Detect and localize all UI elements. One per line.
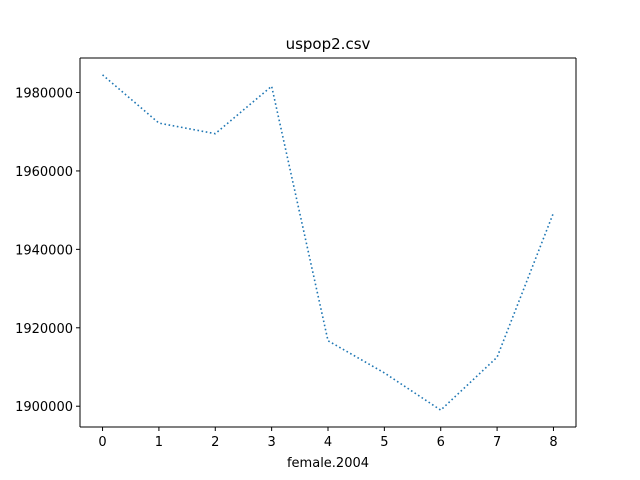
y-tick-label: 1920000: [15, 322, 73, 337]
y-tick-label: 1940000: [15, 243, 73, 258]
x-tick-label: 5: [380, 435, 388, 450]
x-axis-label: female.2004: [287, 456, 369, 471]
x-tick-label: 1: [155, 435, 163, 450]
y-tick-label: 1980000: [15, 87, 73, 102]
x-tick-label: 7: [493, 435, 501, 450]
x-tick-label: 6: [437, 435, 445, 450]
x-tick-label: 3: [267, 435, 275, 450]
x-tick-label: 0: [98, 435, 106, 450]
y-tick-label: 1960000: [15, 165, 73, 180]
x-tick-label: 2: [211, 435, 219, 450]
plot-area: 0 1 2 3 4 5 6 7 8 1900000 1920000 1940000 1960000 198…: [15, 57, 577, 450]
y-tick-label: 1900000: [15, 400, 73, 415]
x-tick-label: 4: [324, 435, 332, 450]
chart-title: uspop2.csv: [286, 35, 371, 53]
series-line-0: [102, 74, 555, 412]
x-tick-label: 8: [549, 435, 557, 450]
